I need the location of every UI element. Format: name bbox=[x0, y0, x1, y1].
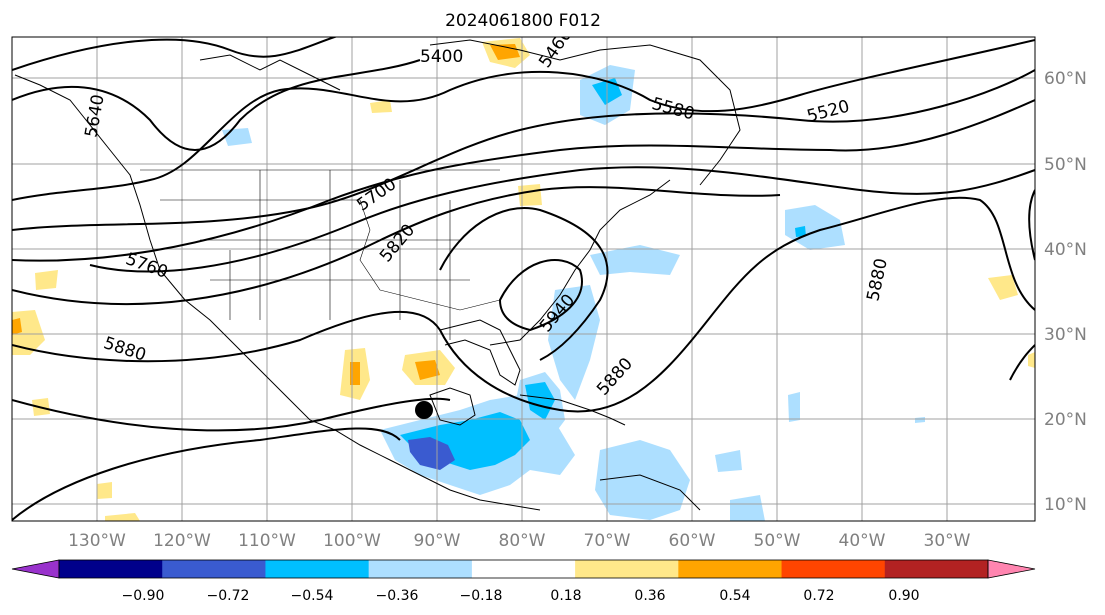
height-contours bbox=[12, 37, 1035, 521]
colorbar-tick-label: 0.18 bbox=[550, 588, 581, 604]
lat-label: 30°N bbox=[1044, 325, 1087, 345]
colorbar-segment bbox=[162, 560, 266, 578]
lat-label: 40°N bbox=[1044, 240, 1087, 260]
colorbar-segment bbox=[59, 560, 163, 578]
positive-shading bbox=[12, 38, 1035, 521]
negative-shading bbox=[222, 65, 925, 521]
colorbar-tick-labels: −0.90 −0.72 −0.54 −0.36 −0.18 0.18 0.36 … bbox=[122, 588, 920, 604]
lon-label: 100°W bbox=[323, 531, 381, 551]
storm-center-marker bbox=[415, 401, 433, 419]
colorbar-segment bbox=[575, 560, 679, 578]
lat-label: 20°N bbox=[1044, 410, 1087, 430]
lon-label: 40°W bbox=[839, 531, 886, 551]
latitude-labels: 60°N 50°N 40°N 30°N 20°N 10°N bbox=[1044, 69, 1087, 515]
colorbar-tick-label: −0.54 bbox=[291, 588, 334, 604]
lon-label: 30°W bbox=[924, 531, 971, 551]
lon-label: 110°W bbox=[238, 531, 296, 551]
lat-label: 60°N bbox=[1044, 69, 1087, 89]
colorbar-tick-label: −0.72 bbox=[207, 588, 250, 604]
colorbar-extend-max bbox=[987, 559, 1036, 579]
colorbar-segment bbox=[884, 560, 989, 578]
longitude-labels: 130°W 120°W 110°W 100°W 90°W 80°W 70°W 6… bbox=[68, 531, 971, 551]
colorbar-segment bbox=[265, 560, 370, 578]
lon-label: 90°W bbox=[414, 531, 461, 551]
colorbar-tick-label: 0.54 bbox=[719, 588, 750, 604]
colorbar-tick-label: 0.72 bbox=[803, 588, 834, 604]
colorbar-segment bbox=[368, 560, 473, 578]
lon-label: 130°W bbox=[68, 531, 126, 551]
map-title: 2024061800 F012 bbox=[445, 11, 601, 31]
lon-label: 50°W bbox=[754, 531, 801, 551]
colorbar-tick-label: −0.90 bbox=[122, 588, 165, 604]
colorbar-tick-label: 0.90 bbox=[888, 588, 919, 604]
state-borders bbox=[140, 169, 501, 340]
lon-label: 70°W bbox=[584, 531, 631, 551]
colorbar-tick-label: −0.18 bbox=[460, 588, 503, 604]
colorbar-frame bbox=[58, 559, 989, 579]
colorbar-segment bbox=[471, 560, 576, 578]
lat-label: 50°N bbox=[1044, 155, 1087, 175]
lon-label: 60°W bbox=[669, 531, 716, 551]
contour-label: 5400 bbox=[420, 47, 463, 67]
colorbar-segment bbox=[781, 560, 886, 578]
colorbar-tick-label: −0.36 bbox=[376, 588, 419, 604]
lon-label: 120°W bbox=[153, 531, 211, 551]
colorbar bbox=[11, 559, 1036, 579]
lon-label: 80°W bbox=[499, 531, 546, 551]
colorbar-tick-label: 0.36 bbox=[634, 588, 665, 604]
lat-label: 10°N bbox=[1044, 495, 1087, 515]
colorbar-segment bbox=[678, 560, 783, 578]
colorbar-extend-min bbox=[11, 559, 60, 579]
map-frame bbox=[11, 36, 1036, 522]
